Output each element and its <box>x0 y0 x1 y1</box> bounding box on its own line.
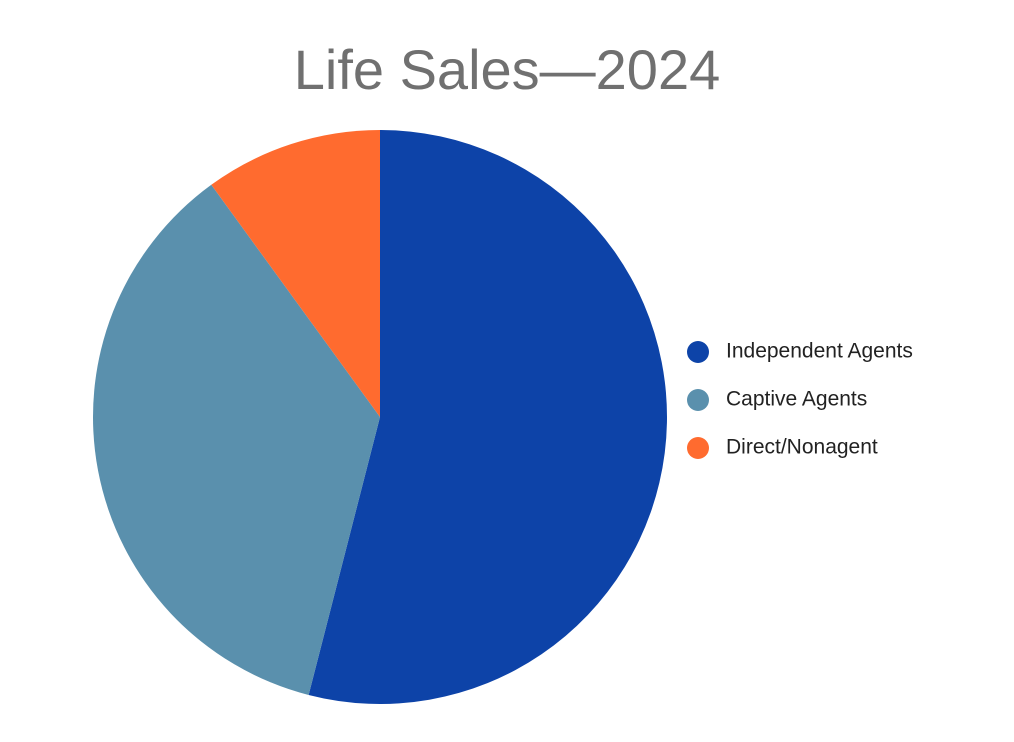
legend-label: Direct/Nonagent <box>726 436 878 459</box>
pie-slice <box>93 184 381 695</box>
legend-label: Independent Agents <box>726 340 913 363</box>
pie-slice <box>308 130 668 704</box>
pie-slice <box>211 130 380 417</box>
chart-title: Life Sales—2024 <box>294 38 721 101</box>
legend-swatch <box>687 437 709 459</box>
legend-swatch <box>687 341 709 363</box>
legend-label: Captive Agents <box>726 388 867 411</box>
legend-swatch <box>687 389 709 411</box>
